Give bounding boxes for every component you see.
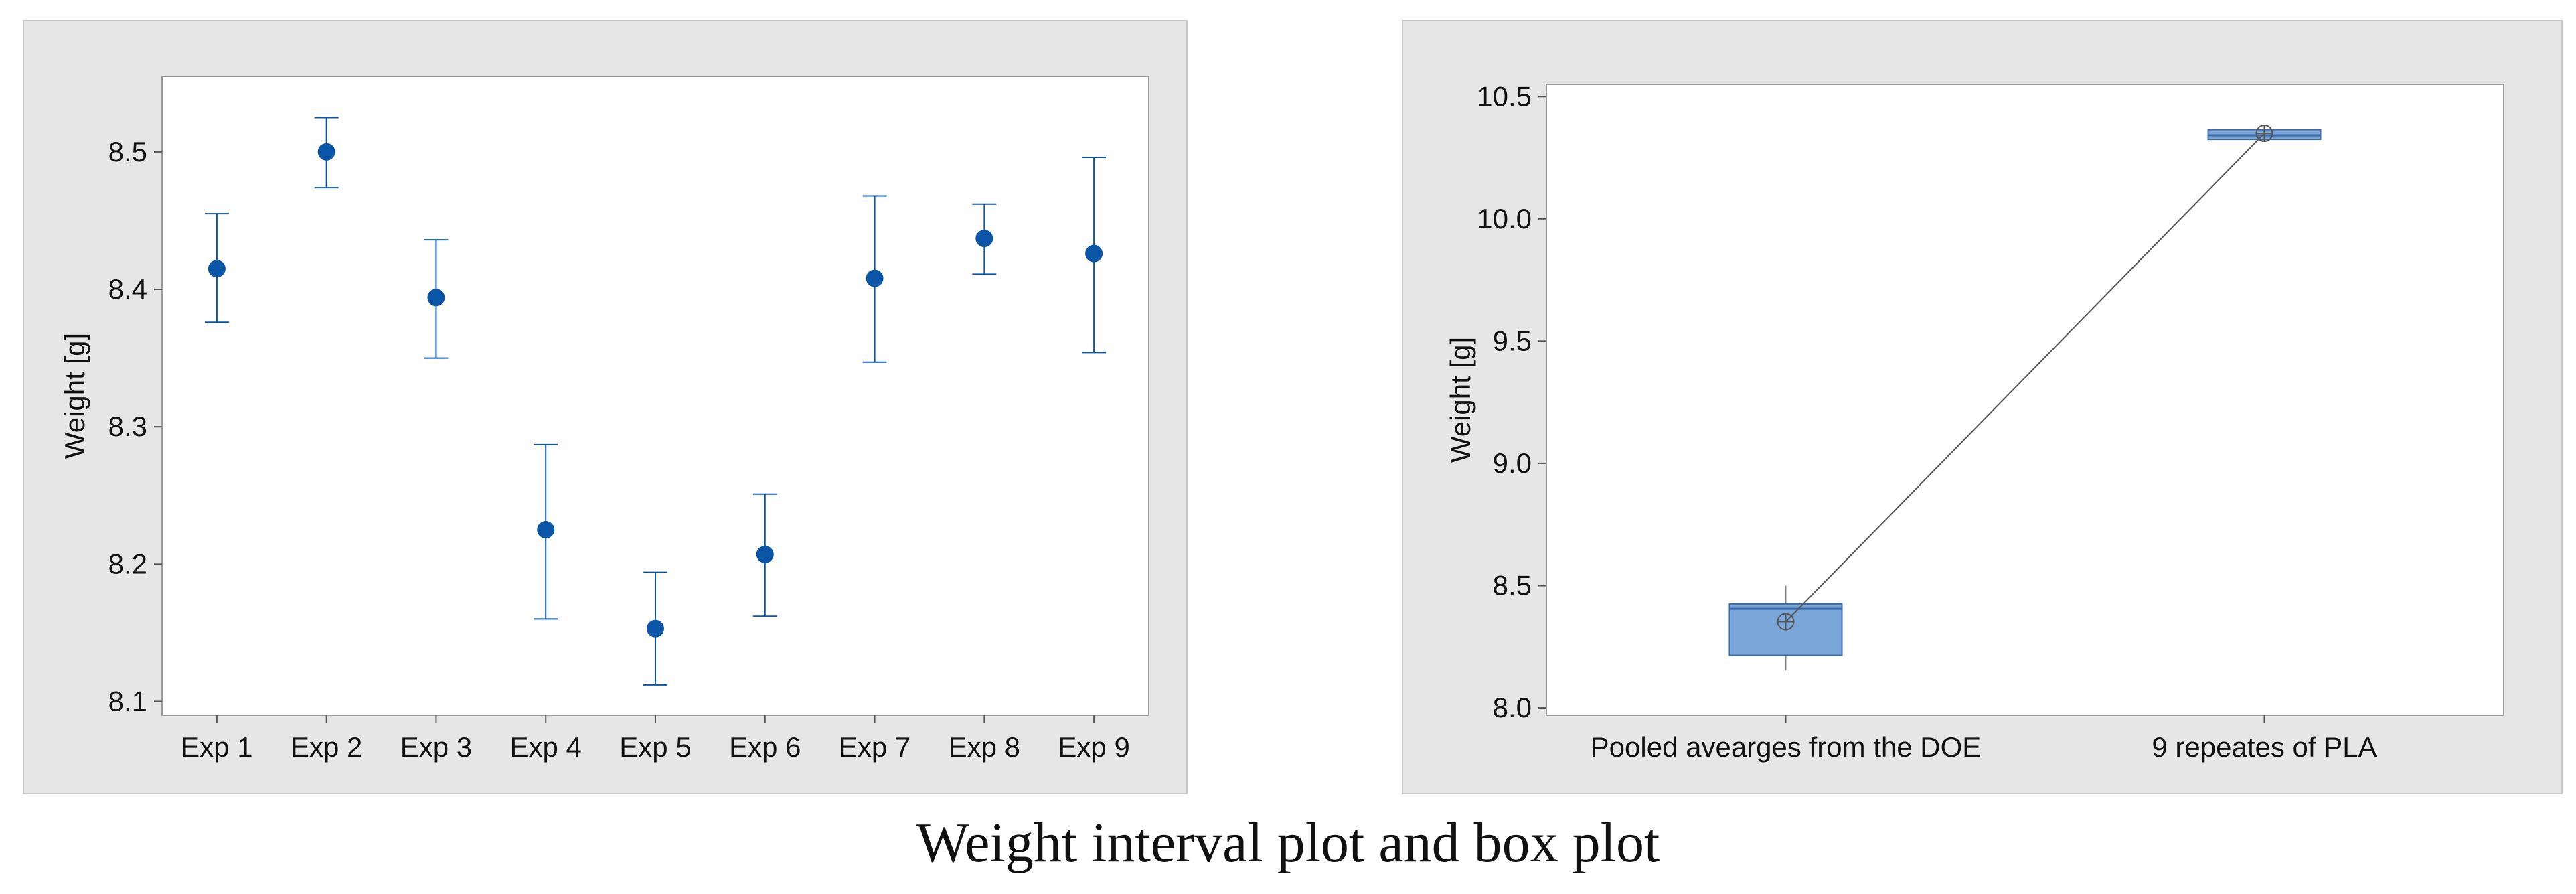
y-tick-label: 8.2 — [108, 548, 147, 579]
interval-plot: 8.1 8.2 8.3 8.4 8.5 Exp 1 Exp 2 Exp 3 Exp 4 Exp 5… — [59, 76, 1149, 763]
interval-plot-panel: 8.1 8.2 8.3 8.4 8.5 Exp 1 Exp 2 Exp 3 Exp 4 Exp 5… — [23, 20, 1188, 794]
x-tick-label: Exp 8 — [949, 731, 1020, 763]
x-tick-label: Exp 1 — [181, 731, 252, 763]
x-tick-label: Exp 3 — [400, 731, 472, 763]
y-tick-label: 10.0 — [1477, 203, 1532, 234]
box-plot-panel: 8.0 8.5 9.0 9.5 10.0 10.5 Pooled avearges from… — [1402, 20, 2563, 794]
y-axis-label: Weight [g] — [59, 333, 90, 459]
mean-point — [317, 143, 335, 161]
mean-point — [975, 230, 993, 248]
x-tick-label: Exp 9 — [1058, 731, 1129, 763]
mean-point — [866, 269, 884, 287]
figure-caption: Weight interval plot and box plot — [916, 812, 1660, 874]
y-tick-label: 8.4 — [108, 273, 147, 305]
y-tick-label: 8.1 — [108, 685, 147, 717]
plot-area — [1546, 84, 2504, 716]
mean-point — [427, 289, 445, 307]
x-tick-label: Exp 6 — [729, 731, 801, 763]
y-axis-label: Weight [g] — [1445, 337, 1476, 463]
y-tick-label: 8.5 — [1493, 569, 1532, 601]
mean-point — [756, 545, 774, 563]
mean-point — [647, 619, 664, 638]
mean-connect-line — [1785, 133, 2265, 623]
mean-point — [208, 260, 226, 278]
box-plot: 8.0 8.5 9.0 9.5 10.0 10.5 Pooled avearges from… — [1445, 80, 2504, 763]
y-tick-label: 8.0 — [1493, 692, 1532, 723]
x-tick-label: Exp 2 — [291, 731, 362, 763]
mean-point — [537, 521, 555, 539]
y-tick-label: 9.0 — [1493, 447, 1532, 479]
y-tick-label: 10.5 — [1477, 80, 1532, 112]
y-tick-label: 9.5 — [1493, 325, 1532, 356]
x-tick-label: Exp 7 — [839, 731, 910, 763]
x-tick-label: 9 repeates of PLA — [2152, 731, 2377, 763]
mean-point — [1085, 244, 1103, 263]
x-tick-label: Pooled avearges from the DOE — [1591, 731, 1982, 763]
x-tick-label: Exp 4 — [510, 731, 582, 763]
y-tick-label: 8.5 — [108, 136, 147, 167]
y-tick-label: 8.3 — [108, 411, 147, 442]
x-tick-label: Exp 5 — [619, 731, 691, 763]
